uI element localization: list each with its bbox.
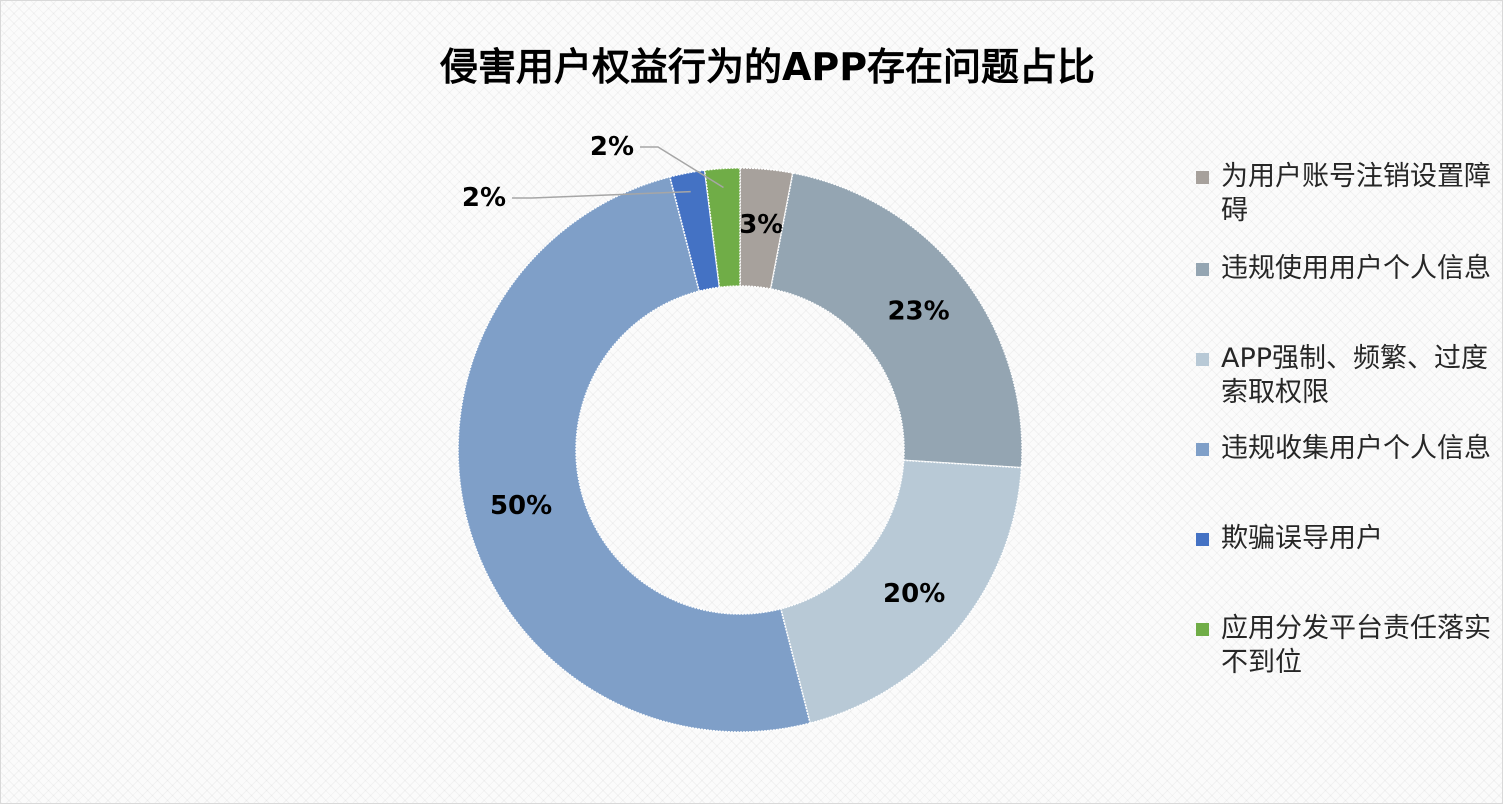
data-label-3: 20% [883, 579, 945, 609]
legend-label-1: 为用户账号注销设置障碍 [1221, 161, 1491, 226]
data-label-5: 2% [462, 183, 506, 213]
donut-slice-4 [457, 175, 812, 733]
donut-slice-3 [779, 459, 1023, 725]
data-label-1: 3% [739, 210, 783, 240]
legend-swatch-5 [1196, 533, 1209, 546]
chart-title: 侵害用户权益行为的APP存在问题占比 [439, 45, 1096, 89]
legend-label-5: 欺骗误导用户 [1221, 523, 1383, 554]
legend-swatch-6 [1196, 623, 1209, 636]
legend-label-2: 违规使用用户个人信息 [1221, 253, 1491, 284]
donut-slice-6 [703, 167, 741, 289]
legend-label-4: 违规收集用户个人信息 [1221, 433, 1491, 464]
leader-line-6 [640, 146, 724, 189]
legend-swatch-1 [1196, 171, 1209, 184]
leader-line-5 [512, 190, 691, 199]
data-label-6: 2% [590, 132, 634, 162]
legend-swatch-3 [1196, 353, 1209, 366]
data-label-4: 50% [490, 491, 552, 521]
legend-label-3: APP强制、频繁、过度索取权限 [1221, 343, 1489, 408]
legend-swatch-4 [1196, 443, 1209, 456]
legend-swatch-2 [1196, 263, 1209, 276]
legend-label-6: 应用分发平台责任落实不到位 [1221, 613, 1491, 678]
data-label-2: 23% [887, 296, 949, 326]
donut-slice-2 [769, 172, 1023, 469]
